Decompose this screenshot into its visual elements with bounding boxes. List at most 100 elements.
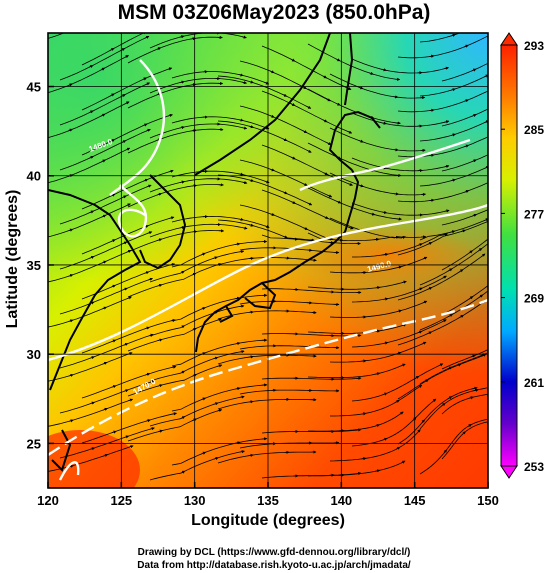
wind-arrow bbox=[493, 417, 497, 418]
colorbar: 293 285 277 269 261 253 bbox=[500, 32, 544, 479]
wind-arrow bbox=[110, 93, 115, 97]
wind-arrow bbox=[102, 361, 108, 365]
streamline bbox=[171, 438, 267, 466]
wind-arrow bbox=[464, 190, 470, 194]
wind-arrow bbox=[124, 435, 130, 439]
wind-arrow bbox=[417, 384, 423, 389]
wind-arrow bbox=[122, 241, 128, 245]
wind-arrow bbox=[179, 80, 185, 84]
wind-arrow bbox=[239, 304, 245, 308]
wind-arrow bbox=[368, 71, 374, 75]
streamline bbox=[48, 55, 129, 93]
wind-arrow bbox=[125, 147, 131, 151]
wind-arrow bbox=[429, 54, 435, 58]
streamline bbox=[239, 105, 332, 145]
streamline bbox=[217, 174, 312, 206]
wind-arrow bbox=[239, 350, 245, 354]
wind-arrow bbox=[239, 450, 245, 454]
wind-arrow bbox=[393, 95, 399, 99]
streamline bbox=[81, 412, 177, 444]
streamline bbox=[217, 120, 312, 153]
streamline bbox=[351, 157, 449, 172]
streamline bbox=[149, 178, 247, 193]
wind-arrow bbox=[472, 386, 478, 390]
streamline bbox=[307, 88, 401, 124]
wind-arrow bbox=[282, 93, 288, 97]
wind-arrow bbox=[374, 424, 381, 428]
streamline bbox=[397, 253, 486, 301]
wind-arrow bbox=[520, 259, 524, 262]
wind-arrow bbox=[235, 341, 241, 346]
wind-arrow bbox=[450, 88, 456, 92]
wind-arrow bbox=[100, 113, 106, 117]
wind-arrow bbox=[302, 130, 308, 133]
streamline bbox=[329, 127, 426, 152]
wind-arrow bbox=[526, 324, 530, 327]
wind-arrow bbox=[400, 363, 406, 367]
wind-arrow bbox=[145, 128, 151, 132]
streamline bbox=[217, 75, 311, 109]
wind-arrow bbox=[127, 296, 132, 300]
wind-arrow bbox=[467, 424, 472, 428]
wind-arrow bbox=[375, 329, 381, 333]
wind-arrow bbox=[282, 191, 288, 195]
streamline bbox=[81, 33, 145, 66]
colorbar-tick-label: 269 bbox=[524, 292, 544, 306]
wind-arrow bbox=[381, 68, 387, 72]
wind-arrow bbox=[124, 55, 129, 59]
streamline bbox=[261, 45, 352, 90]
wind-arrow bbox=[270, 212, 275, 216]
wind-arrow bbox=[124, 0, 128, 2]
wind-arrow bbox=[68, 419, 74, 423]
wind-arrow bbox=[201, 397, 206, 401]
wind-arrow bbox=[142, 77, 147, 81]
streamline bbox=[397, 387, 478, 445]
streamline bbox=[307, 363, 406, 379]
wind-arrow bbox=[442, 319, 447, 323]
streamline bbox=[59, 334, 154, 369]
streamline bbox=[329, 300, 427, 318]
wind-arrow bbox=[169, 216, 175, 220]
streamline bbox=[261, 234, 361, 244]
wind-arrow bbox=[393, 148, 399, 152]
wind-arrow bbox=[111, 430, 117, 434]
wind-arrow bbox=[191, 418, 197, 422]
y-tick-label: 35 bbox=[27, 258, 41, 273]
streamline bbox=[261, 189, 354, 230]
wind-arrow bbox=[361, 412, 367, 416]
wind-arrow bbox=[269, 70, 275, 74]
height-contours bbox=[48, 59, 488, 481]
wind-arrow bbox=[416, 429, 421, 434]
wind-arrow bbox=[157, 238, 163, 242]
wind-arrow bbox=[201, 451, 207, 455]
wind-arrow bbox=[100, 67, 106, 71]
colorbar-tick-label: 285 bbox=[524, 123, 544, 137]
wind-arrow bbox=[213, 402, 219, 406]
streamline bbox=[149, 223, 248, 238]
streamline bbox=[419, 418, 488, 475]
streamline bbox=[351, 275, 447, 303]
streamline bbox=[307, 324, 407, 334]
streamline bbox=[441, 108, 488, 127]
wind-arrow bbox=[383, 341, 389, 345]
streamline bbox=[307, 460, 406, 477]
wind-arrow bbox=[489, 34, 493, 36]
x-axis: 120 125 130 135 140 145 150 bbox=[37, 482, 499, 508]
wind-arrow bbox=[167, 22, 171, 24]
wind-arrow bbox=[145, 82, 151, 86]
wind-arrow bbox=[102, 306, 107, 310]
streamline bbox=[59, 231, 152, 270]
wind-arrow bbox=[481, 253, 486, 258]
streamline bbox=[171, 384, 267, 412]
wind-arrow bbox=[484, 166, 488, 169]
streamline bbox=[81, 114, 173, 156]
streamline bbox=[329, 341, 427, 363]
wind-arrow bbox=[217, 364, 223, 368]
wind-arrow bbox=[489, 134, 493, 136]
wind-arrow bbox=[126, 249, 132, 253]
credit-data: Data from http://database.rish.kyoto-u.a… bbox=[137, 560, 411, 571]
wind-arrow bbox=[303, 227, 309, 230]
streamline bbox=[441, 238, 488, 271]
streamline bbox=[261, 333, 361, 337]
